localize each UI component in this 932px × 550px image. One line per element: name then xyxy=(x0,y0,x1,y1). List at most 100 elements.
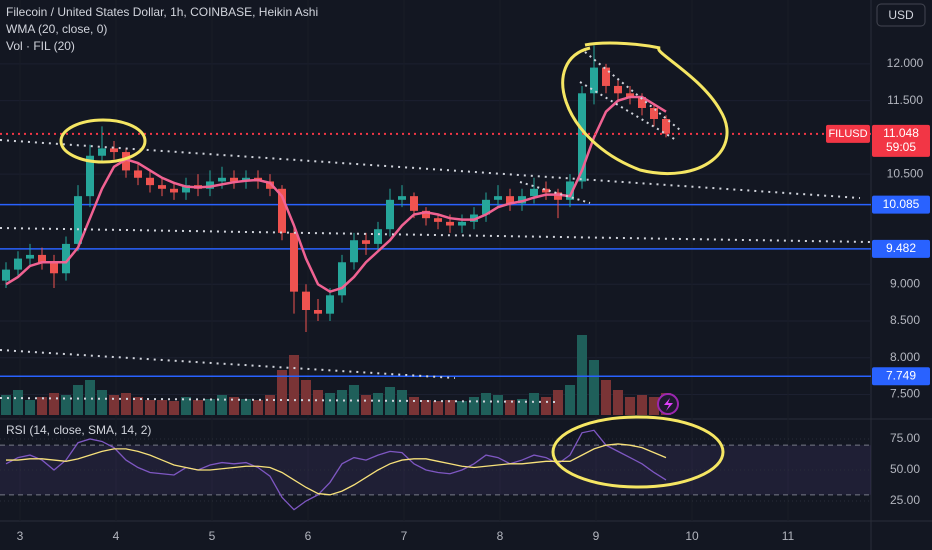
volume-bar xyxy=(457,401,467,415)
candle-body xyxy=(458,221,466,226)
price-label: 10.085 xyxy=(883,197,920,211)
x-tick-label: 8 xyxy=(497,529,504,543)
candle-body xyxy=(2,269,10,281)
candle-body xyxy=(266,181,274,189)
volume-bar xyxy=(265,395,275,415)
volume-bar xyxy=(193,400,203,415)
volume-bar xyxy=(109,395,119,415)
volume-bar xyxy=(493,395,503,415)
symbol-label: FILUSD xyxy=(828,128,867,140)
candle-body xyxy=(662,119,670,134)
candle-body xyxy=(182,185,190,193)
x-tick-label: 10 xyxy=(685,529,699,543)
candle-body xyxy=(494,196,502,200)
volume-bar xyxy=(553,390,563,415)
volume-bar xyxy=(505,400,515,415)
candle-body xyxy=(386,199,394,230)
y-tick-label: 75.00 xyxy=(890,431,920,445)
volume-bar xyxy=(241,399,251,415)
candle-body xyxy=(506,196,514,204)
y-tick-label: 50.00 xyxy=(890,462,920,476)
alert-icon-bolt xyxy=(664,398,673,411)
candle-body xyxy=(422,210,430,219)
currency-button[interactable] xyxy=(876,3,926,27)
candle-body xyxy=(98,148,106,156)
y-tick-label: 8.000 xyxy=(890,350,920,364)
volume-bar xyxy=(517,399,527,415)
volume-bar xyxy=(601,380,611,415)
price-label: 9.482 xyxy=(886,241,916,255)
candle-body xyxy=(158,185,166,189)
candle-body xyxy=(326,295,334,314)
highlight-ellipse xyxy=(59,118,147,164)
trendline xyxy=(584,51,681,131)
candle-body xyxy=(554,192,562,200)
chart-title: Filecoin / United States Dollar, 1h, COI… xyxy=(6,5,318,19)
volume-bar xyxy=(613,390,623,415)
trendline xyxy=(0,227,871,243)
candle-body xyxy=(434,218,442,222)
price-label-box xyxy=(872,195,930,214)
y-tick-label: 12.000 xyxy=(887,56,924,70)
volume-bar xyxy=(385,387,395,415)
volume-bar xyxy=(577,335,587,415)
x-tick-label: 9 xyxy=(593,529,600,543)
candle-body xyxy=(446,221,454,226)
candle-body xyxy=(530,188,538,197)
price-label-box xyxy=(872,367,930,386)
currency-label: USD xyxy=(888,8,914,22)
volume-bar xyxy=(49,393,59,415)
volume-bar xyxy=(157,400,167,415)
candle-body xyxy=(290,232,298,292)
trendline xyxy=(0,397,561,403)
trendline xyxy=(519,181,591,204)
x-tick-label: 5 xyxy=(209,529,216,543)
volume-bar xyxy=(529,393,539,415)
candle-body xyxy=(146,177,154,186)
volume-bar xyxy=(541,397,551,415)
y-tick-label: 11.500 xyxy=(887,93,923,107)
candle-body xyxy=(74,196,82,244)
candle-body xyxy=(314,310,322,314)
candle-body xyxy=(302,291,310,311)
x-tick-label: 6 xyxy=(305,529,312,543)
price-label-box xyxy=(872,239,930,258)
plot xyxy=(0,45,871,511)
candle-body xyxy=(122,152,130,171)
candle-body xyxy=(482,199,490,215)
volume-bar xyxy=(409,397,419,415)
volume-bar xyxy=(625,397,635,415)
volume-bar xyxy=(13,390,23,415)
volume-bar xyxy=(133,397,143,415)
volume-bar xyxy=(145,400,155,415)
last-price-box xyxy=(872,124,930,157)
volume-bar xyxy=(205,399,215,415)
volume-bar xyxy=(421,400,431,415)
candle-body xyxy=(362,240,370,244)
countdown-label: 59:05 xyxy=(886,140,916,154)
volume-bar xyxy=(397,390,407,415)
symbol-label-box xyxy=(826,124,870,143)
candle-body xyxy=(650,107,658,120)
candle-body xyxy=(86,155,94,197)
volume-bar xyxy=(277,370,287,415)
y-tick-label: 8.500 xyxy=(890,313,920,327)
volume-bar xyxy=(349,385,359,415)
candle-body xyxy=(590,67,598,94)
volume-bar xyxy=(589,360,599,415)
candle-body xyxy=(470,214,478,222)
volume-bar xyxy=(637,395,647,415)
volume-bar xyxy=(253,400,263,415)
candle-body xyxy=(206,181,214,189)
volume-bar xyxy=(73,385,83,415)
candle-body xyxy=(638,96,646,108)
candle-body xyxy=(350,240,358,263)
volume-bar xyxy=(37,397,47,415)
volume-bar xyxy=(301,380,311,415)
candle-body xyxy=(278,188,286,233)
candle-body xyxy=(602,67,610,86)
candle-body xyxy=(374,229,382,244)
volume-bar xyxy=(565,385,575,415)
